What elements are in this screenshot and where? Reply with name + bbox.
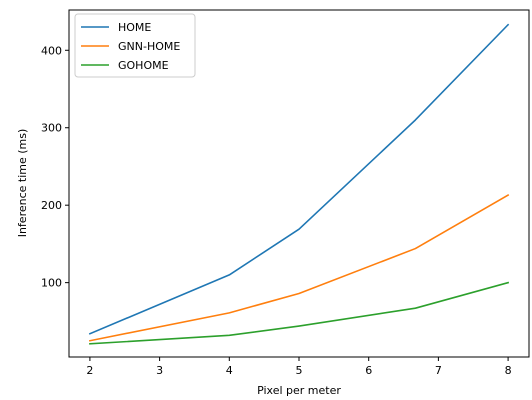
x-tick-label: 2 <box>86 364 93 377</box>
x-axis: 2 3 4 5 6 7 8 <box>86 357 512 377</box>
x-tick-label: 4 <box>226 364 233 377</box>
x-tick-label: 3 <box>156 364 163 377</box>
series-line-home <box>88 23 510 335</box>
y-tick-label: 400 <box>41 44 62 57</box>
x-tick-label: 6 <box>365 364 372 377</box>
legend-label-home: HOME <box>118 21 151 34</box>
x-tick-label: 7 <box>435 364 442 377</box>
legend-box <box>74 13 196 78</box>
x-axis-label: Pixel per meter <box>257 384 341 397</box>
series-layer <box>88 23 510 345</box>
x-tick-label: 8 <box>505 364 512 377</box>
y-tick-label: 200 <box>41 199 62 212</box>
legend-label-gnn-home: GNN-HOME <box>118 40 180 53</box>
y-tick-label: 100 <box>41 277 62 290</box>
legend: HOME GNN-HOME GOHOME <box>74 13 196 78</box>
legend-label-gohome: GOHOME <box>118 59 169 72</box>
x-tick-label: 5 <box>296 364 303 377</box>
y-axis-label: Inference time (ms) <box>16 129 29 238</box>
y-tick-label: 300 <box>41 122 62 135</box>
series-line-gohome <box>89 281 510 345</box>
series-line-gnn-home <box>88 194 510 342</box>
y-axis: 100 200 300 400 <box>41 44 69 290</box>
